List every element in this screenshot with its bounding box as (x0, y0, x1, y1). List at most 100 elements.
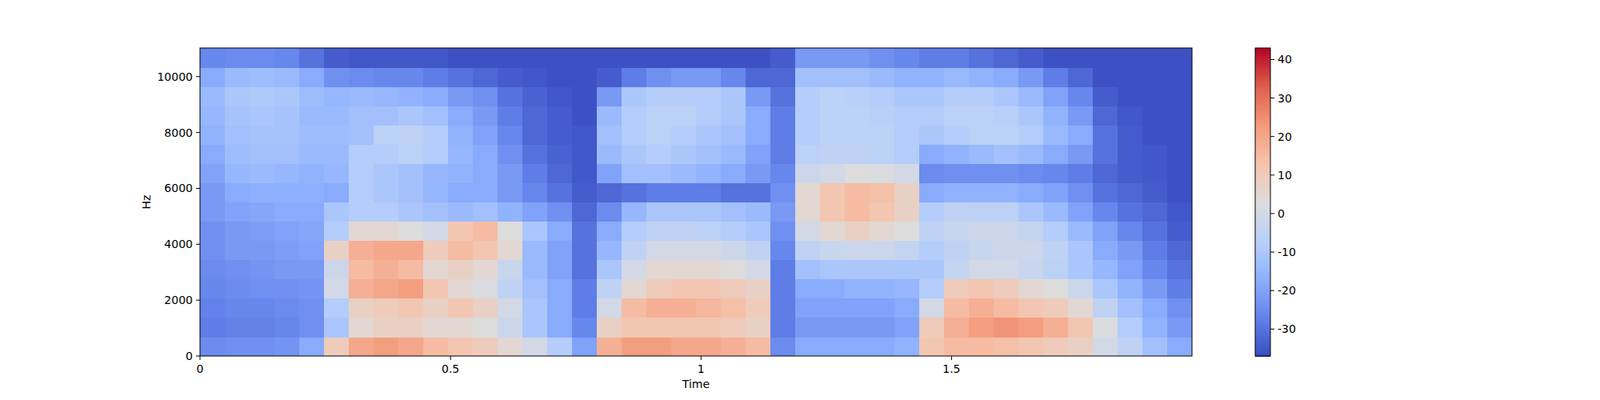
cell (820, 144, 846, 164)
cell (968, 240, 995, 261)
cell (348, 86, 375, 107)
cell (894, 67, 920, 88)
cell (1092, 86, 1119, 107)
cell (274, 48, 300, 68)
cell (696, 240, 722, 261)
cell (745, 67, 772, 88)
cell (348, 48, 375, 68)
cell (1117, 163, 1144, 184)
cell (919, 124, 945, 145)
cell (547, 298, 573, 319)
cell (200, 298, 226, 319)
cell (1117, 317, 1144, 338)
cell (224, 202, 251, 223)
cell (795, 105, 821, 126)
cell (968, 48, 995, 68)
cell (844, 67, 871, 88)
cell (572, 48, 598, 68)
cell (1043, 260, 1069, 280)
cell (324, 279, 350, 300)
cell (497, 240, 524, 261)
cell (522, 336, 548, 356)
cell (373, 317, 400, 338)
cell (200, 240, 226, 261)
cell (249, 48, 276, 68)
cell (1068, 260, 1094, 280)
cell (820, 86, 846, 107)
cell (696, 317, 722, 338)
cell (348, 182, 375, 203)
cell (720, 86, 747, 107)
x-tick (200, 356, 201, 360)
cell (820, 260, 846, 280)
cell (993, 336, 1020, 356)
cell (448, 279, 474, 300)
cell (720, 260, 747, 280)
cell (522, 298, 548, 319)
cell (993, 86, 1020, 107)
cell (1167, 48, 1192, 68)
cell (522, 67, 548, 88)
cell (1068, 279, 1094, 300)
cell (944, 105, 970, 126)
cell (249, 182, 276, 203)
colorbar-tick (1270, 97, 1275, 99)
cell (671, 86, 697, 107)
cell (249, 298, 276, 319)
cell (795, 163, 821, 184)
cell (770, 336, 796, 356)
cell (944, 182, 970, 203)
cell (720, 144, 747, 164)
cell (1092, 124, 1119, 145)
cell (671, 336, 697, 356)
x-tick (700, 356, 702, 360)
colorbar-tick-label: -10 (1277, 245, 1296, 259)
cell (1043, 48, 1069, 68)
cell (671, 221, 697, 242)
cell (1142, 67, 1168, 88)
cell (1068, 317, 1094, 338)
cell (1043, 124, 1069, 145)
cell (1092, 163, 1119, 184)
cell (770, 163, 796, 184)
cell (894, 298, 920, 319)
cell (696, 279, 722, 300)
cell (696, 67, 722, 88)
cell (844, 124, 871, 145)
cell (844, 279, 871, 300)
cell (993, 260, 1020, 280)
cell (646, 182, 672, 203)
cell (299, 86, 325, 107)
y-tick-label: 10000 (156, 70, 193, 84)
cell (621, 202, 648, 223)
cell (200, 48, 226, 68)
cell (299, 279, 325, 300)
cell (671, 67, 697, 88)
cell (646, 67, 672, 88)
cell (324, 298, 350, 319)
cell (522, 124, 548, 145)
cell (745, 336, 772, 356)
cell (249, 279, 276, 300)
cell (894, 240, 920, 261)
cell (572, 67, 598, 88)
cell (720, 182, 747, 203)
cell (1068, 202, 1094, 223)
cell (894, 221, 920, 242)
cell (894, 317, 920, 338)
cell (448, 202, 474, 223)
cell (820, 124, 846, 145)
cell (348, 105, 375, 126)
cell (497, 105, 524, 126)
cells (200, 48, 1192, 356)
cell (547, 336, 573, 356)
cell (770, 67, 796, 88)
cell (919, 260, 945, 280)
cell (224, 67, 251, 88)
cell (224, 86, 251, 107)
cell (621, 240, 648, 261)
cell (1018, 105, 1044, 126)
cell (497, 317, 524, 338)
cell (944, 163, 970, 184)
cell (894, 202, 920, 223)
